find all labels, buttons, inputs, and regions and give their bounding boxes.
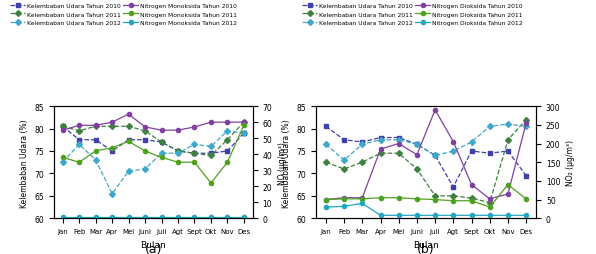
Y-axis label: NO₂ (μg/m³): NO₂ (μg/m³) [566,140,575,185]
Legend: Kelembaban Udara Tahun 2010, Kelembaban Udara Tahun 2011, Kelembaban Udara Tahun: Kelembaban Udara Tahun 2010, Kelembaban … [9,3,238,27]
X-axis label: Bulan: Bulan [413,240,439,249]
Y-axis label: Kelembaban Udara (%): Kelembaban Udara (%) [282,118,291,207]
Text: (b): (b) [417,242,435,254]
Y-axis label: NO (μg/m³): NO (μg/m³) [278,141,287,184]
Legend: Kelembaban Udara Tahun 2010, Kelembaban Udara Tahun 2011, Kelembaban Udara Tahun: Kelembaban Udara Tahun 2010, Kelembaban … [301,3,524,27]
X-axis label: Bulan: Bulan [141,240,166,249]
Text: (a): (a) [145,242,162,254]
Y-axis label: Kelembaban Udara (%): Kelembaban Udara (%) [20,118,29,207]
